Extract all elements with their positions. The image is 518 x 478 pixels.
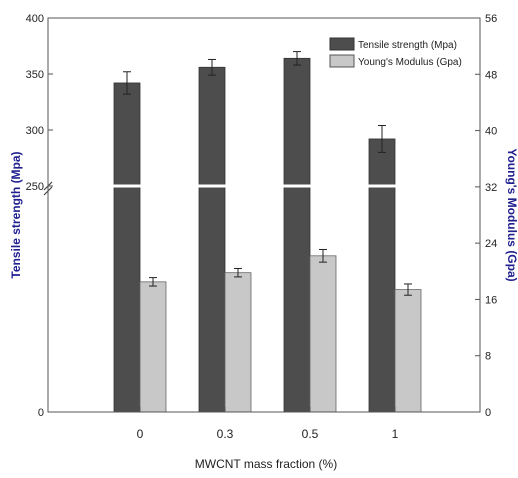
x-tick-label: 0.3 — [217, 427, 234, 441]
bar-tensile-strength — [113, 82, 141, 413]
plot-frame — [47, 17, 481, 413]
error-bars-group — [123, 51, 412, 296]
y-left-tick-label: 0 — [38, 407, 44, 419]
y-right-tick-label: 24 — [485, 238, 497, 250]
x-tick-label: 0 — [137, 427, 144, 441]
y-right-tick-label: 8 — [485, 351, 491, 363]
x-tick-label: 1 — [392, 427, 399, 441]
bar-tensile-strength — [368, 138, 396, 413]
bar-youngs-modulus — [394, 289, 422, 413]
x-tick-label: 0.5 — [302, 427, 319, 441]
y-left-tick-label: 350 — [26, 69, 44, 81]
y-right-tick-label: 56 — [485, 13, 497, 25]
legend-swatch-youngs — [329, 54, 355, 68]
legend-label-tensile: Tensile strength (Mpa) — [358, 40, 457, 51]
bar-youngs-modulus — [139, 281, 167, 413]
y-left-tick-label: 250 — [26, 181, 44, 193]
bar-tensile-strength — [283, 57, 311, 413]
bar-tensile-strength — [198, 66, 226, 413]
y-axis-left-label: Tensile strength (Mpa) — [9, 151, 23, 278]
x-axis-label: MWCNT mass fraction (%) — [195, 457, 337, 471]
y-left-tick-label: 300 — [26, 125, 44, 137]
y-right-tick-label: 16 — [485, 294, 497, 306]
y-axis-right-label: Young's Modulus (Gpa) — [505, 148, 518, 281]
bar-youngs-modulus — [224, 272, 252, 413]
legend-label-youngs: Young's Modulus (Gpa) — [358, 57, 462, 68]
y-right-tick-label: 40 — [485, 126, 497, 138]
bar-youngs-modulus — [309, 255, 337, 413]
y-right-tick-label: 0 — [485, 407, 491, 419]
y-left-tick-label: 400 — [26, 13, 44, 25]
legend-swatch-tensile — [329, 37, 355, 51]
y-right-tick-label: 48 — [485, 69, 497, 81]
ticks-group: 0 0.3 0.5 1 250 300 350 400 0 0 8 16 24 32 40 48 56 — [26, 13, 498, 441]
y-right-tick-label: 32 — [485, 182, 497, 194]
legend: Tensile strength (Mpa) Young's Modulus (… — [329, 37, 462, 68]
